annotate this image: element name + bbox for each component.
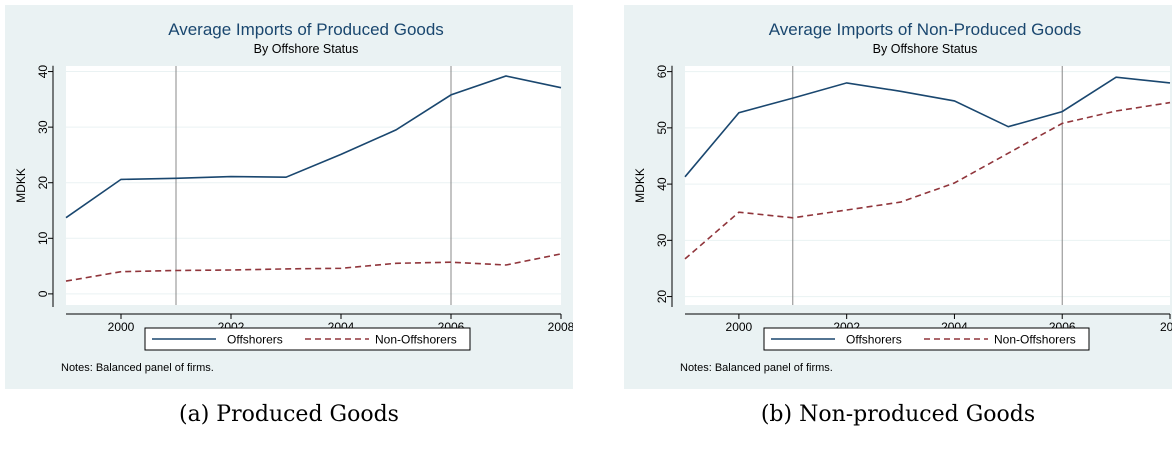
chart-svg: Average Imports of Non-Produced Goods By … <box>624 5 1172 389</box>
legend-label-non-offshorers: Non-Offshorers <box>375 333 457 347</box>
x-tick-label: 200 <box>1160 320 1172 334</box>
chart-note: Notes: Balanced panel of firms. <box>61 362 214 374</box>
chart-note: Notes: Balanced panel of firms. <box>680 362 833 374</box>
legend-label-non-offshorers: Non-Offshorers <box>994 333 1076 347</box>
y-tick-label: 20 <box>655 290 669 304</box>
legend-label-offshorers: Offshorers <box>846 333 902 347</box>
y-tick-label: 20 <box>36 176 50 190</box>
y-tick-label: 10 <box>36 231 50 245</box>
legend: Offshorers Non-Offshorers <box>763 327 1090 351</box>
chart-subtitle: By Offshore Status <box>254 42 359 56</box>
caption-non-produced-goods: (b) Non-produced Goods <box>760 402 1036 427</box>
chart-title: Average Imports of Non-Produced Goods <box>769 20 1081 39</box>
legend: Offshorers Non-Offshorers <box>144 327 471 351</box>
legend-label-offshorers: Offshorers <box>227 333 283 347</box>
x-tick-label: 2000 <box>108 320 135 334</box>
chart-subtitle: By Offshore Status <box>873 42 978 56</box>
chart-panel-non-produced-goods: Average Imports of Non-Produced Goods By … <box>624 5 1172 394</box>
y-tick-label: 0 <box>36 290 50 297</box>
chart-panel-produced-goods: Average Imports of Produced Goods By Offs… <box>5 5 575 394</box>
y-tick-label: 30 <box>36 120 50 134</box>
y-tick-label: 40 <box>36 65 50 79</box>
plot-area <box>685 66 1170 305</box>
y-axis-label: MDKK <box>14 168 28 203</box>
chart-title: Average Imports of Produced Goods <box>168 20 444 39</box>
series-line-non-offshorers <box>684 101 1171 260</box>
plot-area <box>66 66 561 305</box>
y-axis-label: MDKK <box>633 168 647 203</box>
x-tick-label: 2008 <box>548 320 573 334</box>
y-tick-label: 30 <box>655 233 669 247</box>
caption-produced-goods: (a) Produced Goods <box>179 402 399 427</box>
x-tick-label: 2000 <box>726 320 753 334</box>
series-line-offshorers <box>65 75 562 219</box>
chart-svg: Average Imports of Produced Goods By Offs… <box>5 5 575 389</box>
y-tick-label: 60 <box>655 65 669 79</box>
series-line-offshorers <box>684 76 1171 178</box>
y-tick-label: 50 <box>655 121 669 135</box>
y-tick-label: 40 <box>655 177 669 191</box>
series-line-non-offshorers <box>65 253 562 282</box>
